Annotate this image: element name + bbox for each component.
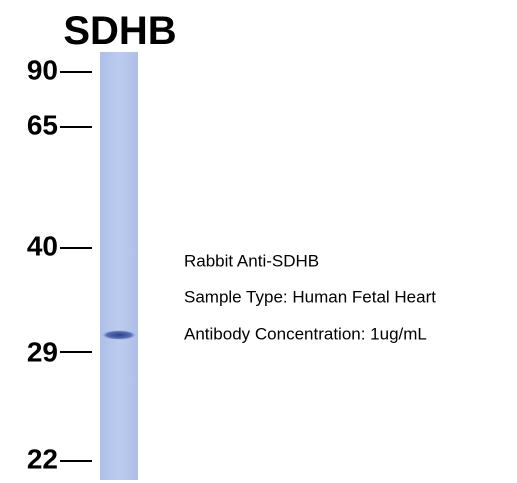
marker-label: 40 — [27, 230, 58, 261]
marker-29: 29 — [27, 336, 92, 367]
info-line: Sample Type: Human Fetal Heart — [184, 287, 436, 306]
marker-label: 90 — [27, 54, 58, 85]
marker-22: 22 — [27, 443, 92, 474]
page: SDHB 90 65 40 29 22 Rabbit Anti-SDHB Sam… — [0, 0, 517, 483]
info-line: Antibody Concentration: 1ug/mL — [184, 324, 427, 343]
band — [101, 330, 137, 340]
blot-title: SDHB — [63, 9, 176, 53]
blot-figure: SDHB 90 65 40 29 22 Rabbit Anti-SDHB Sam… — [0, 0, 517, 483]
marker-90: 90 — [27, 54, 92, 85]
marker-label: 22 — [27, 443, 58, 474]
marker-65: 65 — [27, 109, 92, 140]
info-line: Rabbit Anti-SDHB — [184, 251, 319, 270]
marker-40: 40 — [27, 230, 92, 261]
lane — [100, 52, 138, 480]
marker-label: 65 — [27, 109, 58, 140]
marker-label: 29 — [27, 336, 58, 367]
